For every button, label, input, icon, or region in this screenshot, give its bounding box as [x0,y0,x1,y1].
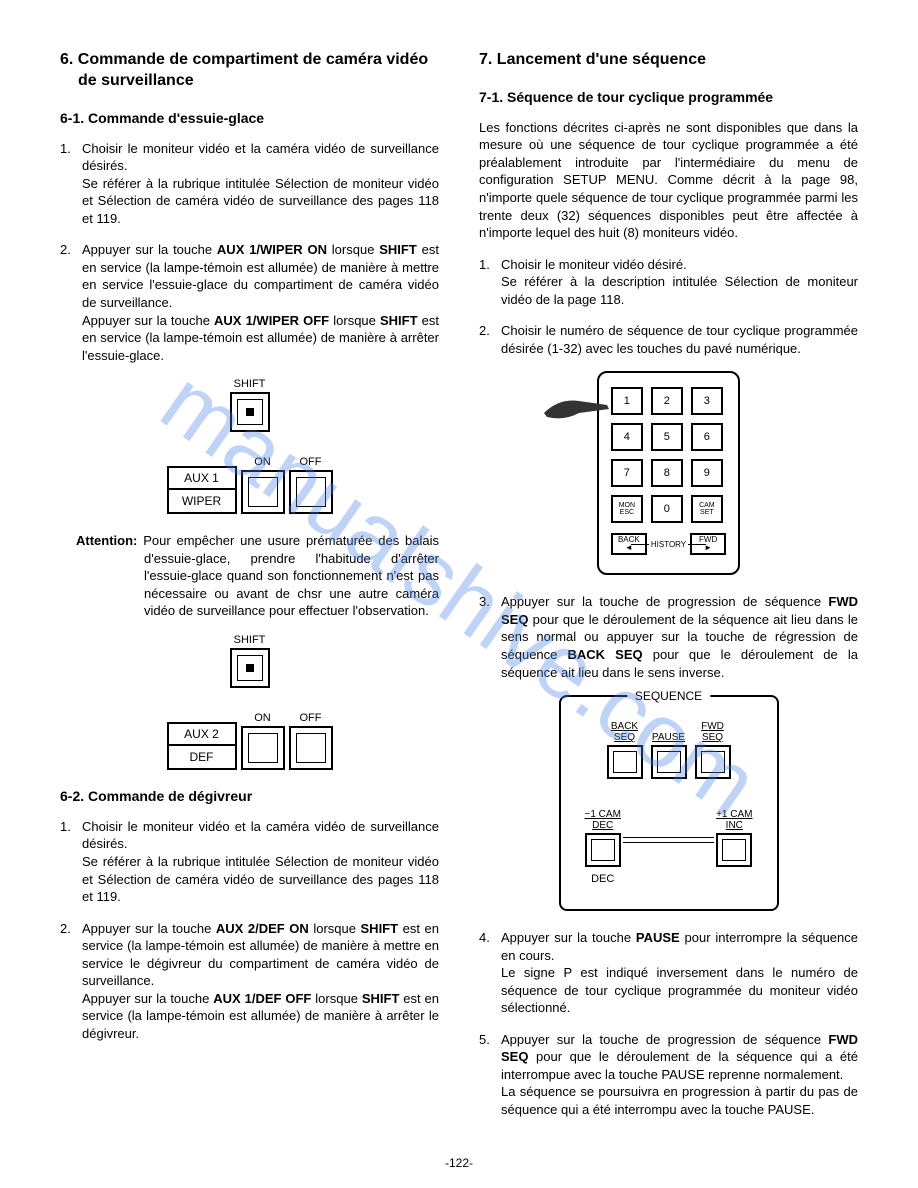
item-number: 4. [479,929,490,947]
shift-label: SHIFT [230,378,270,390]
on-button [241,726,285,770]
item-number: 1. [479,256,490,274]
keypad-key: CAMSET [691,495,723,523]
def-label: DEF [167,746,237,770]
list-7-1-cont: 3. Appuyer sur la touche de progression … [479,593,858,681]
list-item: 5. Appuyer sur la touche de progression … [479,1031,858,1119]
history-label: HISTORY [651,540,686,549]
item-text: Choisir le numéro de séquence de tour cy… [501,323,858,356]
on-label: ON [254,456,271,468]
keypad-key: 0 [651,495,683,523]
item-text: Choisir le moniteur vidéo et la caméra v… [82,141,439,226]
list-item: 3. Appuyer sur la touche de progression … [479,593,858,681]
fwd-seq-button [695,745,731,779]
keypad-key-2: 2 [651,387,683,415]
item-number: 3. [479,593,490,611]
aux2-figure: AUX 2 DEF ON OFF [60,706,439,770]
wiper-label: WIPER [167,490,237,514]
shift-figure: SHIFT [60,378,439,432]
pointing-hand-icon [539,383,619,433]
sequence-title: SEQUENCE [627,689,710,703]
keypad-key-9: 9 [691,459,723,487]
shift-label: SHIFT [230,634,270,646]
cam-minus-label: −1 CAM DEC [585,809,621,831]
dec-label: DEC [591,873,614,885]
aux1-figure: AUX 1 WIPER ON OFF [60,450,439,514]
shift-button [230,392,270,432]
on-label: ON [254,712,271,724]
item-text: Appuyer sur la touche de progression de … [501,1032,858,1117]
item-text: Choisir le moniteur vidéo désiré. Se réf… [501,257,858,307]
item-text: Appuyer sur la touche PAUSE pour interro… [501,930,858,1015]
keypad-key-6: 6 [691,423,723,451]
attention-label: Attention: [76,533,137,548]
on-button [241,470,285,514]
keypad-key: MONESC [611,495,643,523]
cam-minus-button [585,833,621,867]
item-number: 1. [60,140,71,158]
item-number: 5. [479,1031,490,1049]
list-item: 1. Choisir le moniteur vidéo et la camér… [60,818,439,906]
item-text: Choisir le moniteur vidéo et la caméra v… [82,819,439,904]
right-column: 7. Lancement d'une séquence 7-1. Séquenc… [479,50,858,1133]
keypad-key-3: 3 [691,387,723,415]
keypad-key-5: 5 [651,423,683,451]
section-6-1-title: 6-1. Commande d'essuie-glace [60,110,439,126]
connector-line [623,837,714,843]
intro-paragraph: Les fonctions décrites ci-après ne sont … [479,119,858,242]
list-7-1-cont2: 4. Appuyer sur la touche PAUSE pour inte… [479,929,858,1118]
item-number: 1. [60,818,71,836]
item-text: Appuyer sur la touche de progression de … [501,594,858,679]
off-label: OFF [300,456,322,468]
back-seq-button [607,745,643,779]
cam-plus-button [716,833,752,867]
list-item: 1. Choisir le moniteur vidéo et la camér… [60,140,439,228]
section-6-2-title: 6-2. Commande de dégivreur [60,788,439,804]
item-text: Appuyer sur la touche AUX 1/WIPER ON lor… [82,242,439,362]
cam-plus-label: +1 CAM INC [716,809,752,831]
list-item: 4. Appuyer sur la touche PAUSE pour inte… [479,929,858,1017]
list-7-1: 1. Choisir le moniteur vidéo désiré. Se r… [479,256,858,358]
keypad-figure: 123456789 MONESC0CAMSET BACK◄ HISTORY FW… [479,371,858,575]
list-item: 1. Choisir le moniteur vidéo désiré. Se r… [479,256,858,309]
item-number: 2. [60,920,71,938]
item-text: Appuyer sur la touche AUX 2/DEF ON lorsq… [82,921,439,1041]
aux2-label: AUX 2 [167,722,237,746]
list-item: 2. Appuyer sur la touche AUX 2/DEF ON lo… [60,920,439,1043]
attention-note: Attention: Pour empêcher une usure préma… [60,532,439,620]
item-number: 2. [60,241,71,259]
left-column: 6. Commande de compartiment de caméra vi… [60,50,439,1133]
fwd-seq-label: FWD SEQ [701,721,724,743]
section-7-1-title: 7-1. Séquence de tour cyclique programmé… [479,89,858,105]
back-seq-label: BACK SEQ [611,721,638,743]
keypad-key-8: 8 [651,459,683,487]
shift-button [230,648,270,688]
list-6-1: 1. Choisir le moniteur vidéo et la camér… [60,140,439,365]
item-number: 2. [479,322,490,340]
off-button [289,470,333,514]
off-label: OFF [300,712,322,724]
shift-figure-2: SHIFT [60,634,439,688]
section-6-title: 6. Commande de compartiment de caméra vi… [60,50,439,92]
off-button [289,726,333,770]
sequence-figure: SEQUENCE BACK SEQ PAUSE FWD SEQ −1 CAM D… [479,695,858,911]
list-6-2: 1. Choisir le moniteur vidéo et la camér… [60,818,439,1043]
keypad-key-7: 7 [611,459,643,487]
pause-button [651,745,687,779]
list-item: 2. Choisir le numéro de séquence de tour… [479,322,858,357]
pause-label: PAUSE [652,732,685,743]
attention-text: Pour empêcher une usure prématurée des b… [143,533,439,618]
list-item: 2. Appuyer sur la touche AUX 1/WIPER ON … [60,241,439,364]
section-7-title: 7. Lancement d'une séquence [479,50,858,71]
page-number: -122- [0,1156,918,1170]
aux1-label: AUX 1 [167,466,237,490]
